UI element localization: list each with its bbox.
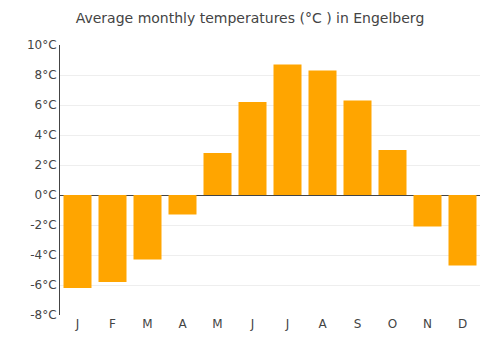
svg-text:J: J [250, 317, 255, 331]
svg-text:-2°C: -2°C [30, 218, 56, 232]
svg-text:N: N [423, 317, 432, 331]
svg-text:D: D [458, 317, 467, 331]
svg-text:O: O [388, 317, 397, 331]
svg-text:4°C: 4°C [35, 128, 57, 142]
svg-text:M: M [212, 317, 222, 331]
svg-text:Average monthly temperatures (: Average monthly temperatures (°C ) in En… [76, 10, 425, 26]
svg-text:S: S [354, 317, 362, 331]
svg-text:0°C: 0°C [35, 188, 57, 202]
svg-text:A: A [318, 317, 327, 331]
svg-text:J: J [285, 317, 290, 331]
svg-text:2°C: 2°C [35, 158, 57, 172]
svg-text:-8°C: -8°C [30, 308, 56, 322]
svg-text:F: F [109, 317, 116, 331]
svg-text:A: A [178, 317, 187, 331]
svg-text:-6°C: -6°C [30, 278, 56, 292]
svg-text:M: M [142, 317, 152, 331]
svg-text:6°C: 6°C [35, 98, 57, 112]
svg-text:8°C: 8°C [35, 68, 57, 82]
svg-text:10°C: 10°C [27, 38, 57, 52]
svg-text:-4°C: -4°C [30, 248, 56, 262]
svg-text:J: J [75, 317, 80, 331]
